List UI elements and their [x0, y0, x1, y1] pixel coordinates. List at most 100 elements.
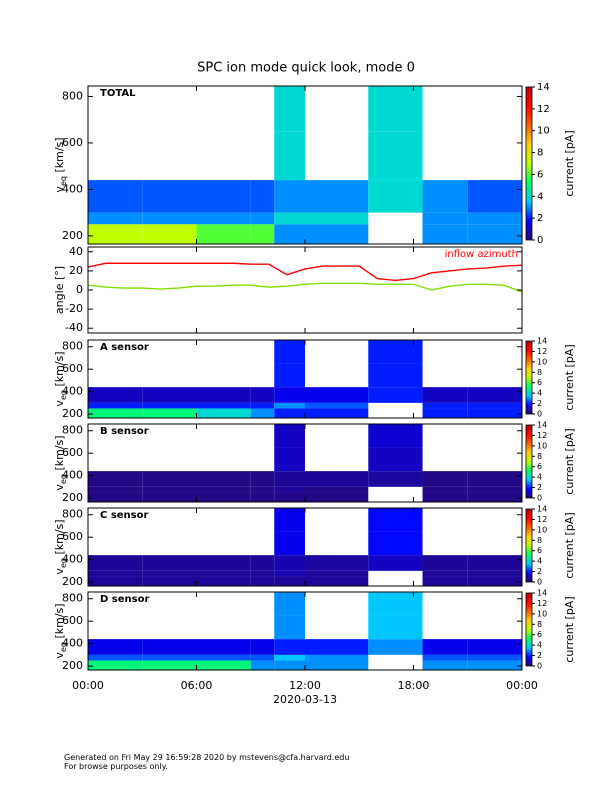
heatmap-cell: [142, 654, 197, 661]
x-tick-label: 00:00: [506, 679, 538, 692]
heatmap-cell: [422, 639, 468, 655]
heatmap-cell: [467, 402, 522, 409]
heatmap-cell: [142, 492, 197, 502]
heatmap-cell: [274, 492, 305, 502]
heatmap-cell: [467, 570, 522, 577]
colorbar-tick-label: 4: [537, 191, 543, 202]
heatmap-cell: [142, 660, 197, 670]
colorbar-tick-label: 10: [537, 525, 547, 534]
heatmap-cell: [274, 486, 305, 493]
colorbar-tick-label: 12: [537, 431, 547, 440]
heatmap-cell: [274, 131, 305, 181]
heatmap-cell: [196, 402, 251, 409]
heatmap-cell: [467, 654, 522, 661]
heatmap-cell: [274, 660, 305, 670]
heatmap-cell: [88, 212, 143, 225]
heatmap-cell: [274, 531, 305, 556]
heatmap-cell: [368, 555, 423, 571]
y-axis-label-main: v: [53, 484, 66, 491]
heatmap-cell: [422, 576, 468, 586]
y-tick-label: 200: [62, 575, 83, 588]
colorbar-tick-label: 6: [537, 462, 542, 471]
colorbar-tick-label: 4: [537, 557, 542, 566]
panel: inflow azimuth angle [°] -40 -20 0 20 40: [53, 245, 523, 334]
colorbar-tick-label: 2: [537, 567, 542, 576]
heatmap-cell: [250, 212, 275, 225]
y-axis-label-unit: [km/s]: [53, 519, 66, 558]
heatmap-cell: [305, 639, 369, 655]
heatmap-cell: [305, 570, 369, 577]
heatmap-cell: [305, 576, 369, 586]
heatmap-cell: [368, 387, 423, 403]
y-tick-label: 20: [69, 264, 83, 277]
heatmap-cell: [196, 180, 251, 213]
heatmap-cell: [274, 592, 305, 616]
y-axis-label-main: v: [53, 652, 66, 659]
colorbar-tick-label: 12: [537, 599, 547, 608]
heatmap-cell: [142, 224, 197, 244]
heatmap-cell: [88, 180, 143, 213]
heatmap-cell: [467, 486, 522, 493]
heatmap-cell: [274, 576, 305, 586]
colorbar-tick-label: 6: [537, 378, 542, 387]
colorbar-tick-label: 10: [537, 609, 547, 618]
colorbar-tick-label: 8: [537, 536, 542, 545]
heatmap-cell: [250, 492, 275, 502]
heatmap-cell: [250, 471, 275, 487]
y-tick-label: 400: [62, 385, 83, 398]
colorbar-tick-label: 14: [537, 505, 547, 514]
heatmap-cell: [305, 224, 369, 244]
y-axis-label-sub: eq: [59, 558, 68, 568]
colorbar-tick-label: 4: [537, 389, 542, 398]
y-tick-label: 40: [69, 245, 83, 258]
heatmap-cell: [88, 224, 143, 244]
heatmap-cell: [274, 387, 305, 403]
heatmap-cell: [88, 408, 143, 418]
heatmap-cell: [196, 408, 251, 418]
heatmap-cell: [88, 660, 143, 670]
colorbar-tick-label: 10: [537, 441, 547, 450]
panel: TOTAL 0 2 4 6 8 10 12 14 current [pA] veq [km/s] 20…: [53, 82, 576, 246]
y-axis-label-unit: [km/s]: [53, 351, 66, 390]
y-axis-label-sub: eq: [59, 390, 68, 400]
heatmap-cell: [250, 402, 275, 409]
heatmap-cell: [305, 180, 369, 213]
heatmap-cell: [88, 639, 143, 655]
heatmap-cell: [250, 570, 275, 577]
heatmap-cell: [250, 408, 275, 418]
heatmap-cell: [305, 402, 369, 409]
y-axis-label: veq [km/s]: [53, 435, 68, 490]
heatmap-cell: [274, 340, 305, 364]
colorbar-tick-label: 0: [537, 662, 542, 671]
heatmap-cell: [250, 639, 275, 655]
heatmap-cell: [305, 555, 369, 571]
x-tick-label: 06:00: [181, 679, 213, 692]
heatmap-cell: [88, 576, 143, 586]
heatmap-cell: [305, 408, 369, 418]
heatmap-cell: [467, 387, 522, 403]
x-tick-label: 12:00: [289, 679, 321, 692]
heatmap-cell: [422, 654, 468, 661]
heatmap-cell: [305, 654, 369, 661]
heatmap-cell: [142, 486, 197, 493]
heatmap-cell: [274, 508, 305, 532]
heatmap-cell: [467, 576, 522, 586]
heatmap-cell: [368, 424, 423, 448]
heatmap-cell: [274, 212, 305, 225]
panel-label: D sensor: [100, 594, 149, 605]
heatmap-cell: [422, 212, 468, 225]
heatmap-cell: [196, 471, 251, 487]
heatmap-cell: [467, 224, 522, 244]
colorbar-tick-label: 0: [537, 235, 543, 246]
y-axis-label-sub: eq: [59, 176, 68, 186]
y-axis-label-main: v: [53, 568, 66, 575]
heatmap-cell: [196, 576, 251, 586]
y-axis-label: veq [km/s]: [53, 603, 68, 658]
heatmap-cell: [368, 639, 423, 655]
heatmap-cell: [274, 402, 305, 409]
x-tick-label: 18:00: [398, 679, 430, 692]
colorbar-label: current [pA]: [563, 596, 576, 662]
y-tick-label: 600: [62, 614, 83, 627]
y-tick-label: 800: [62, 89, 83, 102]
colorbar-tick-label: 6: [537, 630, 542, 639]
